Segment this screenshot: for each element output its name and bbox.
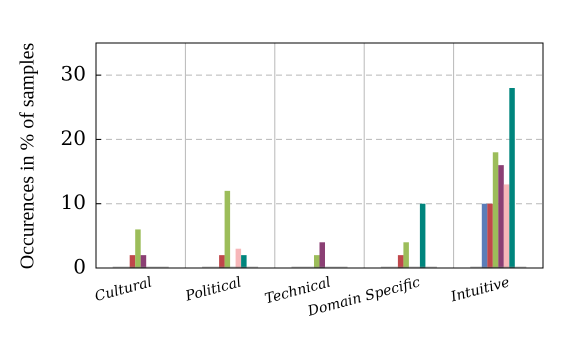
- bar: [135, 229, 141, 268]
- y-tick-label: 0: [73, 255, 86, 279]
- x-tick-label: Cultural: [93, 274, 154, 305]
- bar: [498, 165, 504, 268]
- bar: [319, 242, 325, 268]
- bar: [235, 248, 242, 268]
- bar: [509, 88, 515, 268]
- bar: [503, 184, 510, 268]
- y-tick-labels: 0 10 20 30: [61, 62, 101, 279]
- plot-frame: [95, 42, 544, 269]
- y-tick-label: 30: [61, 62, 86, 86]
- x-tick-label: Political: [183, 274, 243, 304]
- bar: [419, 203, 426, 268]
- bar: [397, 255, 404, 268]
- bar: [314, 255, 320, 268]
- bar: [219, 255, 225, 268]
- bar: [481, 203, 488, 268]
- bar: [224, 190, 231, 268]
- y-tick-label: 20: [61, 126, 86, 150]
- bar: [487, 203, 493, 268]
- grid-lines: [96, 43, 543, 268]
- bar: [403, 242, 409, 268]
- y-tick-label: 10: [61, 190, 86, 214]
- bar: [129, 255, 136, 268]
- bar: [140, 255, 147, 268]
- bar: [241, 255, 247, 268]
- bars: [112, 88, 527, 268]
- x-tick-label: Intuitive: [448, 274, 511, 305]
- bar: [492, 152, 499, 268]
- axes: [95, 42, 544, 269]
- y-axis-label: Occurences in % of samples: [17, 42, 39, 269]
